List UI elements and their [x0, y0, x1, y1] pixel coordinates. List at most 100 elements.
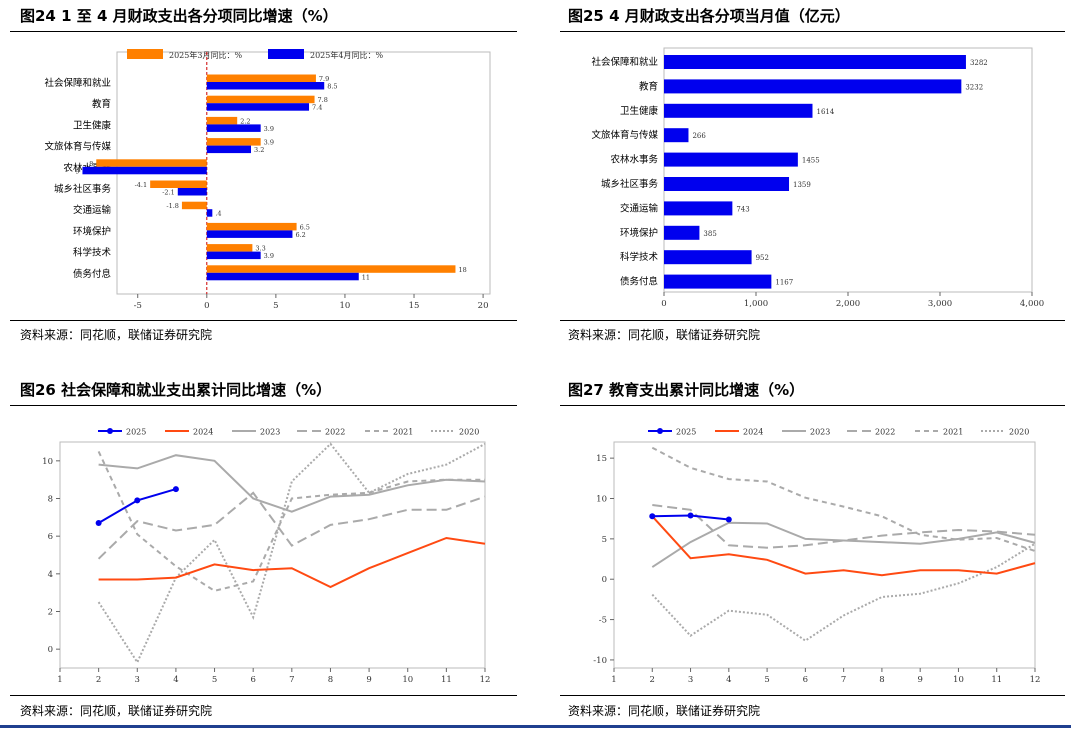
series-point-2025: [134, 497, 141, 504]
x-tick-label: 10: [340, 301, 351, 311]
x-tick-label: 3,000: [928, 299, 952, 309]
x-tick-label: 15: [409, 301, 420, 311]
category-label: 债务付息: [73, 268, 111, 280]
source-note-24: 资料来源：同花顺，联储证券研究院: [20, 328, 213, 342]
legend-label-1: 2025年4月同比：%: [310, 50, 383, 60]
plot-frame: [59, 441, 486, 669]
x-tick-label: 2: [650, 675, 655, 685]
chart-title-24: 图24 1 至 4 月财政支出各分项同比增速（%）: [20, 7, 338, 25]
bar-value-label: 3.2: [254, 146, 264, 154]
chart-title-26: 图26 社会保障和就业支出累计同比增速（%）: [20, 381, 332, 399]
x-tick-label: 7: [841, 675, 846, 685]
title-rule-24: [10, 31, 517, 32]
bar-orange: [206, 95, 315, 104]
y-tick-label: 0: [48, 645, 53, 655]
category-label: 卫生健康: [620, 105, 659, 117]
x-tick-label: 6: [250, 675, 255, 685]
category-label: 文旅体育与传媒: [44, 141, 111, 153]
bar-value-label: 11: [362, 273, 370, 281]
bar-value-label: 8.5: [327, 83, 337, 91]
legend-label-2025: 2025: [126, 428, 146, 437]
x-tick-label: 4: [726, 675, 731, 685]
bar-blue: [664, 128, 689, 143]
bar-value-label: 7.4: [312, 104, 322, 112]
x-tick-label: 11: [991, 675, 1002, 685]
bar-value-label: 3.3: [255, 245, 265, 253]
series-point-2025: [172, 486, 179, 493]
bar-blue: [177, 188, 207, 196]
category-label: 文旅体育与传媒: [591, 129, 658, 141]
bar-value-label: 743: [736, 205, 749, 213]
category-label: 交通运输: [620, 202, 659, 214]
x-tick-label: 4,000: [1020, 299, 1044, 309]
bar-value-label: 3.9: [264, 125, 274, 133]
series-line-2020: [651, 542, 1036, 642]
bar-blue: [206, 272, 359, 281]
category-label: 社会保障和就业: [44, 77, 111, 89]
source-note-27: 资料来源：同花顺，联储证券研究院: [568, 704, 761, 718]
bar-value-label: 2.2: [240, 117, 250, 125]
bar-value-label: 385: [703, 230, 716, 238]
bar-value-label: 266: [692, 132, 706, 140]
category-label: 环境保护: [620, 227, 658, 239]
series-line-2023: [98, 454, 486, 513]
category-label: 卫生健康: [73, 119, 112, 131]
bar-orange: [206, 116, 238, 125]
bar-orange: [181, 201, 207, 210]
bar-value-label: 6.5: [300, 223, 310, 231]
bar-orange: [206, 244, 253, 252]
bar-value-label: 3232: [965, 83, 983, 91]
series-line-2022: [652, 504, 1036, 549]
legend-label-2021: 2021: [393, 428, 413, 437]
category-label: 债务付息: [620, 276, 658, 288]
category-label: 环境保护: [73, 225, 111, 237]
bar-blue: [82, 166, 207, 175]
legend-swatch-1: [268, 49, 304, 59]
plot-frame: [613, 441, 1036, 669]
bar-value-label: 1359: [793, 181, 811, 189]
bar-orange: [150, 180, 207, 188]
y-tick-label: 10: [42, 457, 53, 467]
title-rule-25: [560, 31, 1065, 32]
x-tick-label: 0: [204, 301, 209, 311]
y-tick-label: 5: [602, 535, 607, 545]
category-label: 教育: [92, 98, 111, 110]
source-rule-24: [10, 320, 517, 321]
x-tick-label: 2: [96, 675, 101, 685]
x-tick-label: 0: [661, 299, 666, 309]
source-note-26: 资料来源：同花顺，联储证券研究院: [20, 704, 213, 718]
legend-label-2022: 2022: [325, 428, 345, 437]
x-tick-label: 9: [917, 675, 922, 685]
bar-value-label: 7.8: [318, 96, 328, 104]
legend-marker-2025: [657, 428, 663, 434]
category-label: 城乡社区事务: [54, 183, 112, 195]
legend-marker-2025: [107, 428, 113, 434]
y-tick-label: 6: [48, 532, 53, 542]
y-tick-label: 0: [602, 575, 607, 585]
y-tick-label: -10: [593, 656, 607, 666]
series-line-2024: [651, 515, 1036, 577]
y-tick-label: 8: [48, 495, 53, 505]
bar-value-label: 7.9: [319, 75, 329, 83]
bar-orange: [206, 138, 261, 146]
chart-25-monthly-bar: 社会保障和就业 3282 教育 3232 卫生健康 1614 文旅体育与传媒 266 农林水事务…: [591, 47, 1044, 309]
x-tick-label: 11: [441, 675, 452, 685]
bar-value-label: 9: [75, 167, 79, 175]
bar-blue: [206, 124, 261, 132]
category-label: 农林水事务: [610, 154, 658, 166]
x-tick-label: 7: [289, 675, 294, 685]
x-tick-label: 5: [273, 301, 278, 311]
bar-blue: [206, 209, 213, 217]
footer-bar: [0, 725, 1071, 728]
bar-orange: [206, 74, 316, 82]
series-line-2021: [97, 450, 485, 592]
bar-blue: [664, 103, 813, 118]
bar-value-label: -1.8: [166, 202, 179, 210]
category-label: 交通运输: [73, 204, 112, 216]
source-note-25: 资料来源：同花顺，联储证券研究院: [568, 328, 761, 342]
series-line-2025: [98, 488, 177, 524]
y-tick-label: 4: [48, 570, 53, 580]
bar-value-label: 1614: [816, 108, 834, 116]
bar-value-label: -4.1: [135, 181, 148, 189]
